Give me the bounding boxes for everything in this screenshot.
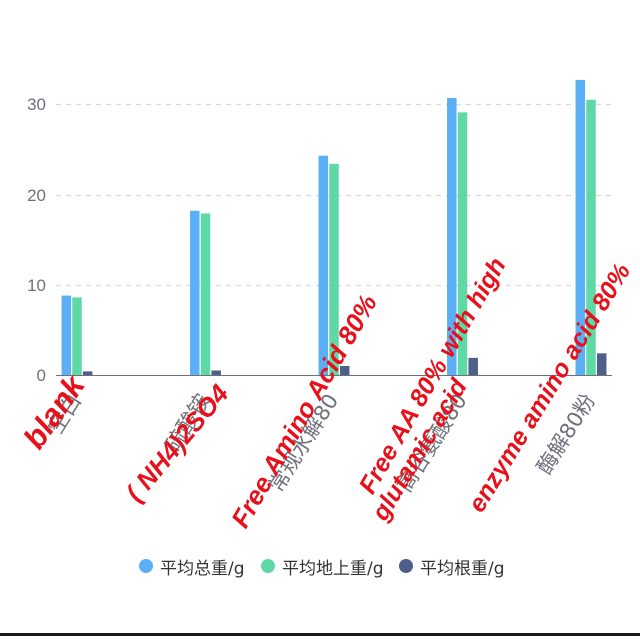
bar-series-1 <box>447 97 457 376</box>
y-tick-label: 10 <box>27 276 46 295</box>
legend-label: 平均根重/g <box>420 558 505 579</box>
bar-series-2 <box>72 297 82 375</box>
legend-item-root-weight[interactable]: 平均根重/g <box>399 555 505 579</box>
y-tick-label: 0 <box>37 366 46 385</box>
bar-series-1 <box>318 155 329 375</box>
bar-series-3 <box>82 371 93 375</box>
y-axis-labels: 0 10 20 30 <box>27 95 46 385</box>
bar-series-2 <box>457 112 468 376</box>
bar-series-2 <box>586 99 596 376</box>
bar-series-3 <box>211 370 221 375</box>
bars <box>61 79 607 376</box>
bottom-border <box>0 633 640 636</box>
grid-lines <box>56 103 612 287</box>
legend-item-total-weight[interactable]: 平均总重/g <box>139 555 245 579</box>
bar-series-1 <box>575 79 586 375</box>
bar-series-2 <box>329 163 339 375</box>
legend-swatch <box>261 559 275 573</box>
legend-item-aboveground-weight[interactable]: 平均地上重/g <box>261 555 384 579</box>
legend-label: 平均地上重/g <box>282 558 384 579</box>
bar-series-1 <box>61 295 72 375</box>
bar-series-3 <box>596 353 607 375</box>
bar-series-1 <box>190 210 200 375</box>
legend-label: 平均总重/g <box>160 558 245 579</box>
legend-swatch <box>399 559 413 573</box>
bar-series-3 <box>339 365 350 375</box>
legend-swatch <box>139 559 153 573</box>
bar-series-2 <box>200 213 211 375</box>
y-tick-label: 20 <box>27 186 46 205</box>
y-tick-label: 30 <box>27 95 46 114</box>
bar-series-3 <box>468 357 478 375</box>
